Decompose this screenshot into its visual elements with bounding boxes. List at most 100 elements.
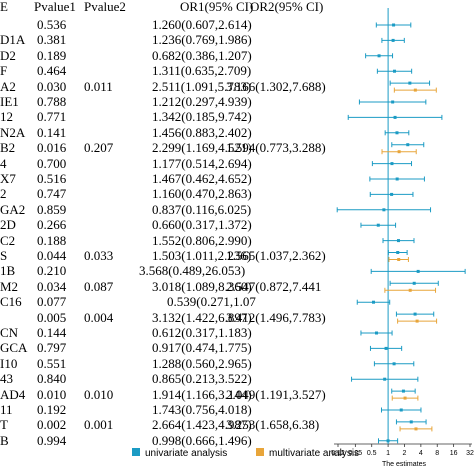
univariate-estimate (395, 419, 427, 425)
row-or2: 2.049(1.191,3.527) (226, 386, 326, 402)
row-pvalue1: 0.516 (37, 171, 67, 186)
row-pvalue1: 0.192 (37, 402, 67, 417)
univariate-estimate (389, 80, 431, 86)
row-or1: 1.743(0.756,4.018) (152, 402, 252, 417)
row-or1: 1.236(0.769,1.986) (152, 32, 252, 48)
univariate-estimate (384, 130, 410, 136)
row-label: D2 (0, 47, 16, 63)
header-or2: OR2(95% CI) (250, 0, 324, 14)
univariate-estimate (358, 99, 427, 105)
row-label: 11 (0, 402, 13, 417)
row-label: I10 (0, 355, 18, 371)
multivariate-estimate (393, 87, 437, 93)
row-label: 43 (0, 371, 13, 387)
row-pvalue2: 0.004 (84, 309, 114, 325)
x-tick-label: 16 (450, 450, 458, 457)
x-tick-label: 0.5 (367, 450, 377, 457)
point-estimate (396, 239, 400, 243)
point-estimate (414, 427, 418, 431)
point-estimate (391, 38, 395, 42)
multivariate-estimate (399, 426, 433, 432)
x-axis-label: The estimates (382, 461, 426, 468)
univariate-estimate (375, 22, 412, 28)
multivariate-estimate (381, 149, 417, 155)
header-or1: OR1(95% CI) (180, 0, 254, 14)
x-tick-label: 4 (419, 450, 423, 457)
row-label: AD4 (0, 386, 26, 402)
row-label: A2 (0, 78, 16, 94)
header-pvalue2: Pvalue2 (84, 0, 126, 14)
point-estimate (408, 81, 412, 85)
row-pvalue1: 0.840 (37, 371, 67, 387)
row-label: M2 (0, 278, 19, 294)
univariate-estimate (381, 37, 405, 43)
row-or1: 1.260(0.607,2.614) (152, 17, 252, 32)
univariate-estimate (371, 161, 413, 167)
x-tick-label: 0.25 (349, 450, 363, 457)
legend-univariate-label: univariate analysis (145, 448, 227, 459)
row-label: CN (0, 325, 19, 340)
row-label: 4 (0, 155, 7, 171)
row-pvalue1: 0.141 (37, 124, 67, 140)
point-estimate (408, 288, 412, 292)
row-or1: 0.998(0.666,1.496) (152, 432, 252, 448)
x-tick-label: 8 (435, 450, 439, 457)
row-pvalue1: 0.700 (37, 155, 67, 171)
row-pvalue2: 0.011 (84, 78, 113, 94)
point-estimate (403, 396, 407, 400)
point-estimate (397, 258, 401, 261)
row-or1: 2.511(1.091,5.783) (152, 78, 252, 94)
row-label: D1A (0, 32, 26, 48)
row-or1: 1.212(0.297,4.939) (152, 94, 252, 109)
point-estimate (393, 69, 397, 73)
row-pvalue1: 0.005 (37, 309, 67, 325)
row-label: 2D (0, 217, 16, 233)
row-pvalue1: 0.551 (37, 355, 67, 371)
point-estimate (374, 331, 378, 335)
point-estimate (397, 150, 401, 154)
multivariate-estimate (391, 395, 419, 401)
univariate-estimate (389, 280, 439, 286)
point-estimate (390, 162, 394, 166)
row-or1: 2.664(1.423,4.987) (152, 417, 252, 433)
row-pvalue1: 0.859 (37, 201, 67, 217)
row-label: C2 (0, 232, 16, 248)
row-or1: 1.311(0.635,2.709) (152, 63, 252, 79)
point-estimate (383, 377, 387, 381)
univariate-estimate (365, 53, 394, 59)
point-estimate (396, 251, 400, 254)
univariate-estimate (387, 250, 408, 255)
row-or1: 0.917(0.474,1.775) (152, 340, 252, 356)
row-or1: 1.552(0.806,2.990) (152, 232, 252, 248)
row-pvalue1: 0.994 (37, 432, 67, 448)
row-label: GA2 (0, 201, 26, 217)
row-or1: 0.837(0.116,6.025) (152, 201, 252, 217)
point-estimate (395, 131, 399, 135)
row-label: B2 (0, 140, 16, 156)
row-or2: 2.547(0.872,7.441 (226, 278, 322, 294)
point-estimate (376, 223, 380, 227)
row-label: F (0, 63, 8, 79)
point-estimate (415, 319, 419, 323)
row-label: C16 (0, 294, 22, 310)
header-pvalue1: Pvalue1 (34, 0, 76, 14)
row-or1: 1.177(0.514,2.694) (152, 155, 252, 171)
point-estimate (377, 54, 381, 58)
row-or1: 0.539(0.271,1.07 (167, 294, 256, 310)
row-or1: 2.299(1.169,4.521) (152, 140, 252, 156)
x-tick-label: 0.12 (331, 450, 345, 457)
x-tick-label: 32 (466, 450, 474, 457)
point-estimate (409, 420, 413, 424)
univariate-estimate (377, 438, 399, 444)
row-label: 1B (0, 263, 16, 279)
row-pvalue1: 0.536 (37, 17, 67, 32)
univariate-estimate (370, 268, 466, 274)
point-estimate (393, 115, 397, 119)
multivariate-estimate (397, 318, 438, 324)
univariate-estimate (356, 299, 391, 305)
point-estimate (382, 208, 386, 212)
row-label: 2 (0, 186, 7, 202)
row-or1: 1.914(1.166,3.144) (152, 386, 252, 402)
point-estimate (399, 408, 403, 412)
row-pvalue1: 0.771 (37, 109, 67, 125)
